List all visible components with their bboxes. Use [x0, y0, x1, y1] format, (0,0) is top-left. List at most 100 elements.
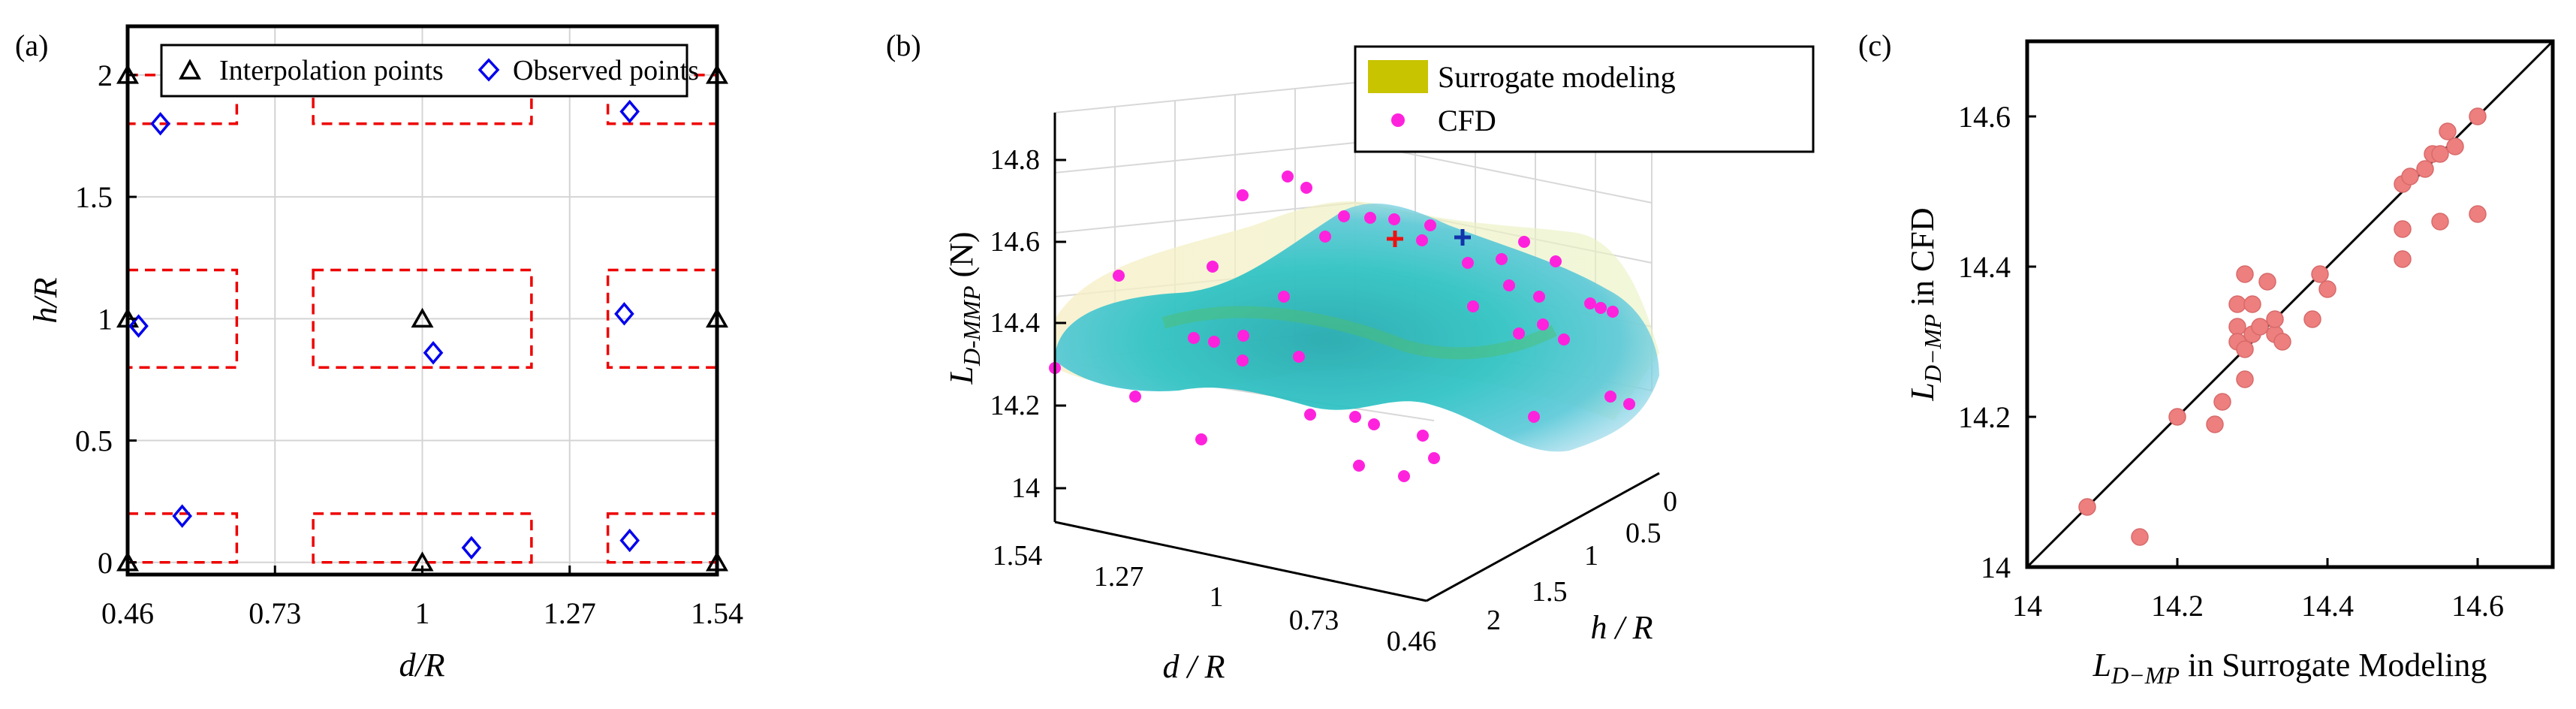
cfd-point: [1467, 300, 1479, 312]
x-tick-label: 14.4: [2301, 589, 2354, 623]
cfd-point: [1623, 398, 1635, 410]
x-tick-label: 0.46: [1387, 626, 1437, 657]
z-label-main: L: [943, 366, 980, 385]
cfd-point: [1388, 213, 1400, 225]
cfd-point: [1462, 257, 1474, 269]
points-c: [2078, 107, 2487, 546]
y-axis-label-b: h / R: [1590, 609, 1653, 646]
cfd-point: [1188, 332, 1200, 344]
comparison-point: [2401, 167, 2419, 186]
z-tick-label: 14.8: [990, 144, 1041, 176]
y-tick-label: 14.2: [1958, 400, 2011, 434]
y-tick-label: 1.5: [1532, 576, 1568, 608]
observed-point: [150, 112, 170, 136]
comparison-point: [2206, 415, 2224, 433]
cfd-point: [1207, 261, 1219, 273]
panel-label-c: (c): [1858, 29, 1891, 62]
comparison-point: [2431, 213, 2449, 231]
cfd-point: [1428, 452, 1440, 464]
comparison-point: [2078, 498, 2096, 516]
x-tick-label: 14.2: [2151, 589, 2204, 623]
cfd-point: [1398, 470, 1410, 482]
y-tick-label: 2: [1487, 605, 1501, 636]
cfd-point: [1424, 219, 1436, 231]
x-label-sub-c: D−MP: [2111, 662, 2180, 689]
y-tick-label: 14.4: [1958, 250, 2011, 284]
comparison-point: [2318, 280, 2336, 298]
y-label-main-c: L: [1904, 382, 1941, 401]
comparison-point: [2439, 122, 2457, 140]
z-label-unit: (N): [943, 231, 980, 285]
y-tick-label: 0: [98, 546, 113, 580]
x-tick-label: 1: [415, 596, 430, 630]
interpolation-point: [411, 307, 434, 328]
x-tick-label: 0.73: [1289, 605, 1339, 636]
y-tick-label: 1: [98, 302, 113, 336]
z-axis-label-b: LD-MMP (N): [943, 231, 985, 385]
y-ticks-b: 0 0.5 1 1.5 2: [1487, 486, 1677, 636]
region-box: [312, 512, 533, 564]
observed-point: [172, 504, 192, 528]
observed-point: [423, 341, 444, 365]
cfd-point: [1533, 291, 1545, 303]
cfd-point: [1349, 411, 1361, 423]
x-tick-label: 1.54: [993, 540, 1043, 572]
comparison-point: [2131, 528, 2149, 546]
plot-frame-c: [2025, 39, 2555, 569]
plus-markers: [1387, 229, 1471, 247]
observed-point: [614, 302, 634, 326]
legend-label-cfd: CFD: [1438, 104, 1496, 137]
y-tick-label: 14.6: [1958, 100, 2011, 134]
comparison-point: [2469, 107, 2487, 125]
plus-marker-blue: [1454, 229, 1471, 246]
comparison-point: [2394, 250, 2412, 268]
x-ticks-a: 0.46 0.73 1 1.27 1.54: [101, 566, 743, 630]
y-label-sub-c: D−MP: [1919, 314, 1946, 383]
cfd-point: [1607, 306, 1619, 318]
legend-label-observed: Observed points: [513, 55, 699, 86]
legend-label-surrogate: Surrogate modeling: [1438, 60, 1676, 94]
cfd-point: [1304, 409, 1316, 421]
y-axis-label-a: h/R: [27, 277, 64, 323]
legend-marker-observed: [478, 58, 500, 82]
z-label-sub: D-MMP: [958, 285, 985, 367]
cfd-point: [1503, 279, 1515, 291]
comparison-point: [2228, 318, 2246, 336]
comparison-point: [2394, 220, 2412, 238]
comparison-point: [2228, 295, 2246, 313]
x-tick-label: 0.46: [101, 596, 154, 630]
cfd-point: [1584, 297, 1596, 309]
chart-panel-c: (c) 14 14.2 14.4 14.6 14 14.2 14.4 14.6 LD−MP …: [1858, 29, 2555, 689]
cfd-point: [1129, 391, 1141, 403]
x-axis-label-a: d/R: [399, 647, 444, 683]
y-tick-label: 0.5: [1625, 517, 1662, 549]
cfd-point: [1513, 327, 1525, 339]
cfd-point: [1558, 333, 1570, 345]
y-tick-label: 1: [1584, 540, 1598, 572]
legend-swatch-surrogate: [1368, 60, 1428, 93]
comparison-point: [2213, 393, 2231, 411]
x-tick-label: 0.73: [249, 596, 301, 630]
grid-a: [127, 26, 718, 575]
observed-point: [619, 528, 640, 553]
cfd-point: [1237, 354, 1249, 367]
plus-marker-red: [1387, 231, 1403, 247]
z-ticks-b: 14 14.2 14.4 14.6 14.8: [990, 144, 1066, 504]
cfd-point: [1604, 391, 1616, 403]
cfd-point: [1278, 291, 1290, 303]
cfd-point: [1300, 182, 1312, 194]
cfd-point: [1195, 433, 1207, 445]
x-label-main-c: L: [2092, 647, 2111, 683]
cfd-point: [1208, 336, 1220, 348]
x-tick-label: 14.6: [2451, 589, 2504, 623]
x-ticks-b: 1.54 1.27 1 0.73 0.46: [993, 540, 1437, 657]
z-tick-label: 14.2: [990, 390, 1041, 421]
comparison-point: [2236, 340, 2254, 358]
y-label-rest-c: in CFD: [1904, 207, 1941, 314]
panel-label-b: (b): [886, 29, 921, 62]
cfd-point: [1237, 189, 1249, 201]
comparison-point: [2266, 310, 2284, 328]
comparison-point: [2416, 160, 2434, 178]
cfd-points: [1049, 170, 1635, 482]
cfd-point: [1550, 255, 1562, 267]
